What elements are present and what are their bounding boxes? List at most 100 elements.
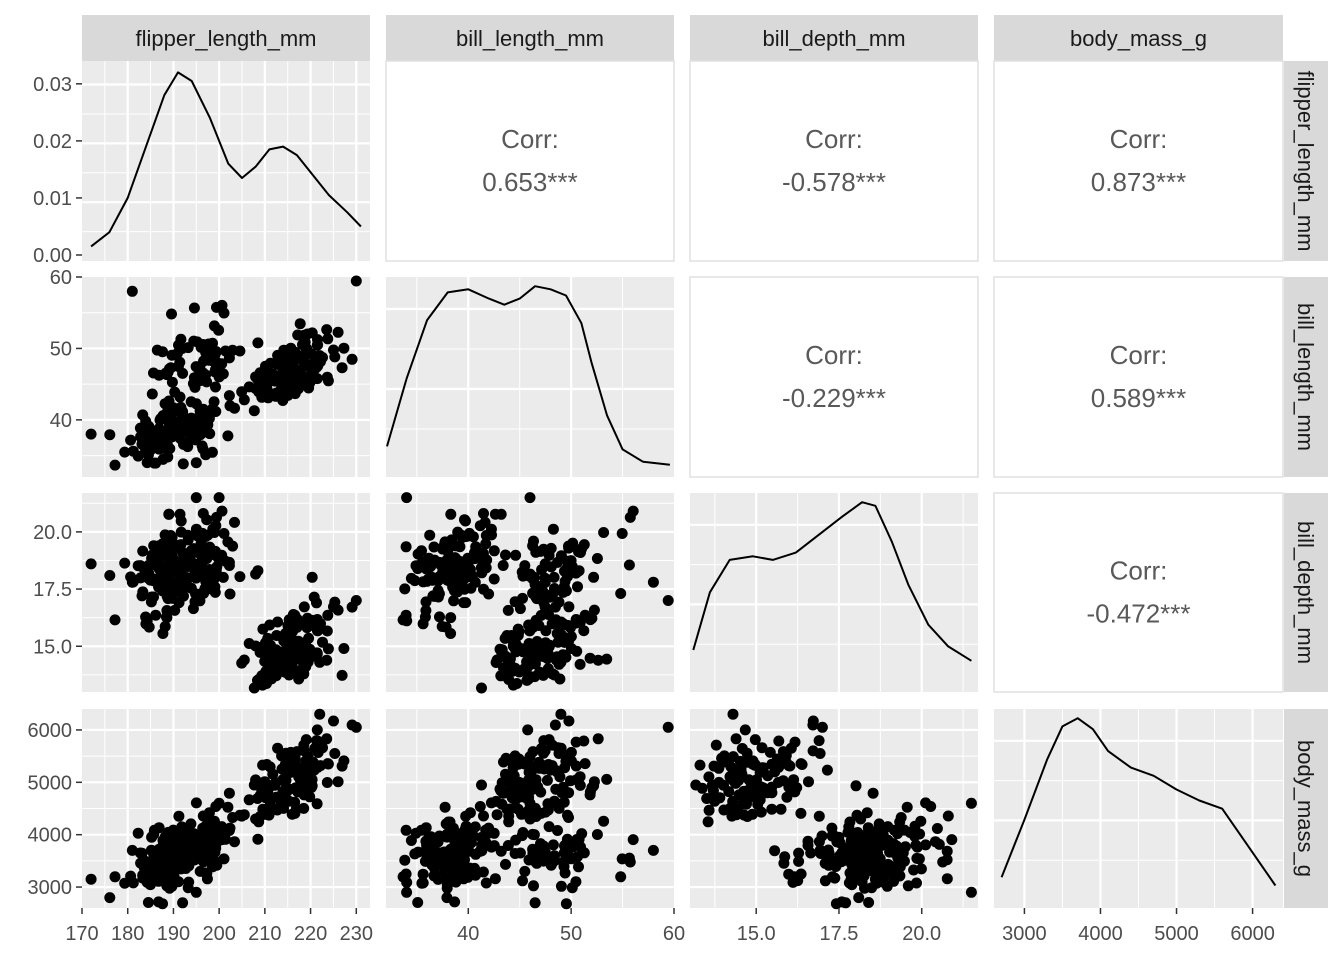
scatter-point: [104, 892, 116, 904]
scatter-point: [793, 855, 805, 867]
scatter-point: [259, 655, 271, 667]
x-tick-label: 220: [294, 923, 327, 945]
scatter-point: [410, 560, 422, 572]
scatter-point: [248, 405, 260, 417]
scatter-point: [555, 880, 567, 892]
scatter-point: [199, 850, 211, 862]
scatter-point: [497, 560, 509, 571]
scatter-point: [259, 808, 271, 820]
scatter-point: [350, 275, 362, 287]
scatter-point: [787, 876, 799, 888]
scatter-point: [321, 371, 333, 383]
scatter-point: [746, 791, 758, 803]
scatter-point: [213, 371, 225, 383]
scatter-point: [261, 759, 273, 770]
scatter-point: [795, 868, 807, 880]
scatter-point: [815, 848, 827, 859]
scatter-point: [166, 550, 178, 562]
scatter-points: [397, 708, 674, 910]
scatter-point: [188, 543, 200, 555]
x-tick-label: 20.0: [902, 923, 941, 945]
scatter-point: [243, 794, 255, 806]
scatter-point: [252, 674, 263, 686]
scatter-point: [173, 567, 184, 579]
scatter-point: [519, 560, 531, 572]
scatter-point: [321, 324, 333, 336]
scatter-point: [813, 836, 825, 848]
scatter-point: [428, 541, 440, 553]
strip-right-label: body_mass_g: [1293, 740, 1318, 877]
strip-right-bg: [1284, 277, 1328, 477]
scatter-point: [570, 876, 582, 888]
scatter-point: [555, 656, 567, 668]
scatter-point: [504, 803, 516, 815]
scatter-point: [437, 855, 449, 867]
scatter-point: [399, 583, 411, 595]
scatter-point: [119, 446, 131, 458]
scatter-point: [199, 354, 211, 366]
corr-value: 0.589***: [1091, 383, 1186, 413]
scatter-point: [250, 568, 262, 580]
strip-top-label: bill_depth_mm: [762, 26, 905, 51]
x-tick-label: 40: [457, 923, 479, 945]
scatter-points: [690, 708, 977, 910]
strip-right-bg: [1284, 493, 1328, 692]
scatter-point: [869, 873, 881, 885]
strip-top-bg: [994, 15, 1283, 61]
scatter-point: [400, 824, 412, 836]
scatter-point: [276, 662, 288, 674]
scatter-point: [941, 873, 953, 885]
scatter-point: [162, 451, 174, 463]
scatter-point: [574, 771, 586, 783]
scatter-point: [206, 403, 218, 415]
x-tick-label: 200: [202, 923, 235, 945]
scatter-point: [887, 861, 899, 873]
scatter-point: [821, 764, 833, 776]
scatter-point: [911, 828, 923, 840]
scatter-point: [562, 809, 573, 821]
scatter-point: [218, 528, 230, 539]
scatter-point: [289, 752, 301, 764]
scatter-point: [764, 746, 776, 758]
scatter-point: [730, 777, 742, 789]
scatter-point: [557, 618, 569, 630]
scatter-point: [234, 345, 246, 357]
scatter-point: [134, 560, 146, 572]
scatter-point: [312, 735, 323, 747]
scatter-point: [137, 545, 149, 557]
scatter-point: [252, 833, 264, 845]
scatter-point: [234, 571, 246, 583]
scatter-point: [469, 821, 481, 833]
scatter-point: [545, 561, 557, 573]
scatter-point: [747, 808, 758, 820]
scatter-point: [447, 577, 459, 589]
strip-top-label: body_mass_g: [1070, 26, 1207, 51]
scatter-point: [727, 751, 739, 763]
scatter-point: [144, 574, 156, 586]
scatter-point: [502, 604, 514, 616]
scatter-point: [579, 758, 591, 770]
scatter-point: [175, 515, 187, 527]
scatter-point: [524, 492, 536, 504]
scatter-point: [137, 409, 149, 421]
scatter-point: [399, 854, 411, 866]
scatter-point: [773, 735, 785, 747]
scatter-point: [713, 776, 725, 788]
scatter-point: [539, 577, 551, 588]
scatter-point: [933, 838, 945, 850]
scatter-point: [401, 886, 413, 898]
scatter-point: [229, 516, 240, 528]
scatter-point: [185, 412, 197, 424]
strip-top-label: flipper_length_mm: [136, 26, 317, 51]
scatter-point: [298, 668, 310, 680]
scatter-point: [267, 768, 279, 780]
scatter-point: [703, 771, 715, 783]
scatter-point: [535, 545, 546, 557]
scatter-point: [627, 834, 639, 846]
scatter-point: [823, 847, 835, 859]
scatter-point: [314, 656, 326, 668]
scatter-point: [194, 375, 206, 387]
scatter-point: [548, 571, 560, 583]
strip-right-label: bill_length_mm: [1293, 303, 1318, 451]
scatter-point: [881, 880, 893, 892]
